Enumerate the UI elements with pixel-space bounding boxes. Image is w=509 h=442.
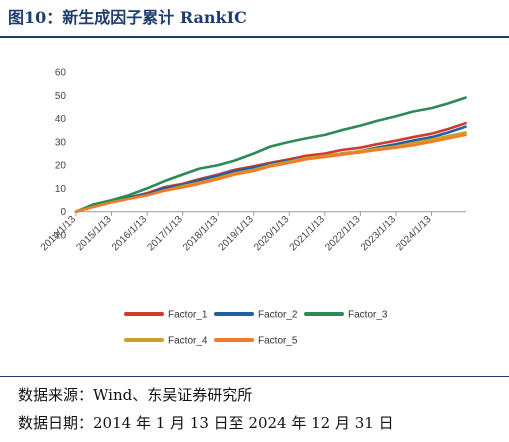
y-tick-label: 50 [55, 91, 67, 102]
legend-label: Factor_5 [258, 336, 298, 347]
series-line-factor-4 [74, 131, 467, 213]
figure-title: 图10：新生成因子累计 RankIC [8, 8, 247, 27]
series-line-factor-3 [74, 96, 467, 213]
y-tick-label: 60 [55, 68, 67, 79]
x-tick-label: 2015/1/13 [74, 214, 114, 254]
y-axis: -10 0 10 20 30 40 50 60 [52, 68, 67, 242]
rankic-line-chart: -10 0 10 20 30 40 50 60 2014/1/132015/1/132016/… [39, 68, 467, 347]
x-tick-label: 2024/1/13 [394, 214, 434, 254]
y-tick-label: -10 [52, 231, 67, 242]
data-source-note: 数据来源：Wind、东吴证券研究所 [18, 386, 253, 404]
x-tick-label: 2017/1/13 [146, 214, 186, 254]
x-tick-label: 2014/1/13 [39, 214, 79, 254]
legend-item-factor-5: Factor_5 [214, 336, 298, 347]
x-tick-label: 2021/1/13 [288, 214, 328, 254]
x-tick-label: 2018/1/13 [181, 214, 221, 254]
legend-label: Factor_1 [168, 310, 208, 321]
legend-label: Factor_2 [258, 310, 298, 321]
x-tick-label: 2019/1/13 [217, 214, 257, 254]
legend: Factor_1 Factor_2 Factor_3 Factor_4 Factor_5 [124, 310, 388, 347]
legend-item-factor-1: Factor_1 [124, 310, 208, 321]
x-tick-label: 2022/1/13 [323, 214, 363, 254]
series-line-factor-5 [74, 133, 467, 213]
data-date-note: 数据日期：2014 年 1 月 13 日至 2024 年 12 月 31 日 [18, 414, 394, 432]
footer-rule [0, 376, 509, 377]
legend-label: Factor_4 [168, 336, 208, 347]
y-tick-label: 40 [55, 114, 67, 125]
title-underline [0, 36, 509, 38]
y-tick-label: 10 [55, 184, 67, 195]
x-axis: 2014/1/132015/1/132016/1/132017/1/132018… [39, 211, 466, 254]
y-tick-label: 0 [60, 207, 66, 218]
legend-item-factor-2: Factor_2 [214, 310, 298, 321]
legend-item-factor-3: Factor_3 [304, 310, 388, 321]
x-tick-label: 2023/1/13 [359, 214, 399, 254]
y-tick-label: 30 [55, 137, 67, 148]
legend-label: Factor_3 [348, 310, 388, 321]
series-lines [74, 96, 467, 213]
legend-item-factor-4: Factor_4 [124, 336, 208, 347]
x-tick-label: 2016/1/13 [110, 214, 150, 254]
y-tick-label: 20 [55, 161, 67, 172]
x-tick-label: 2020/1/13 [252, 214, 292, 254]
